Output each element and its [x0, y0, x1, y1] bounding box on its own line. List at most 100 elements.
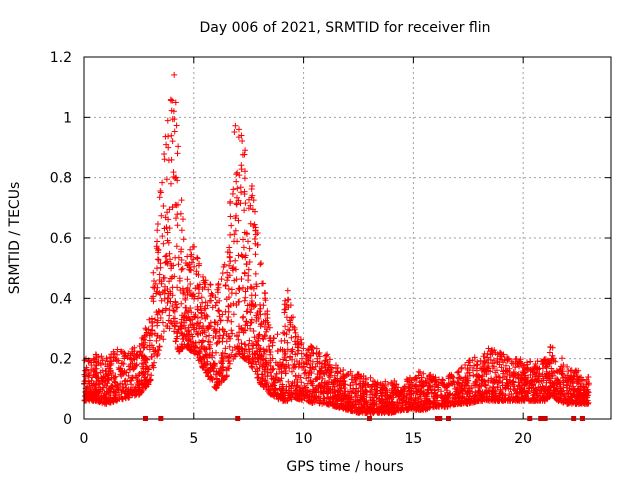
- data-point: [542, 373, 548, 380]
- data-point: [181, 331, 188, 338]
- data-point: [501, 373, 508, 380]
- data-point: [212, 302, 219, 309]
- data-point: [241, 229, 248, 236]
- data-point: [262, 317, 269, 324]
- data-point: [488, 377, 495, 384]
- data-point: [260, 336, 267, 343]
- data-point: [129, 348, 135, 355]
- data-point: [285, 378, 292, 385]
- y-tick-label: 0: [63, 412, 72, 428]
- data-point: [258, 371, 265, 378]
- data-point: [154, 221, 161, 227]
- data-point: [200, 365, 207, 371]
- data-point: [316, 374, 323, 381]
- data-point: [288, 348, 295, 354]
- data-point: [186, 316, 193, 323]
- data-point: [464, 377, 471, 384]
- plot-frame: [83, 56, 612, 420]
- data-point: [119, 360, 126, 367]
- data-point: [455, 375, 462, 382]
- data-point: [333, 365, 339, 372]
- data-point: [310, 350, 317, 357]
- data-point: [277, 386, 284, 393]
- data-point: [179, 285, 186, 292]
- data-point: [293, 358, 300, 365]
- data-point: [514, 397, 521, 404]
- data-point: [165, 157, 172, 164]
- data-point: [303, 375, 310, 382]
- data-point: [420, 401, 427, 408]
- data-point: [227, 231, 234, 238]
- data-point: [502, 385, 509, 392]
- y-axis-label: SRMTID / TECUs: [7, 182, 23, 295]
- data-point: [464, 365, 471, 372]
- data-point: [226, 272, 233, 279]
- data-point: [239, 253, 246, 260]
- data-point: [345, 371, 352, 377]
- data-point: [231, 231, 238, 238]
- data-point: [358, 373, 365, 380]
- data-point: [368, 389, 375, 395]
- grid-lines: [84, 57, 611, 419]
- data-point: [112, 379, 119, 386]
- data-point: [172, 99, 179, 106]
- data-point: [171, 308, 178, 315]
- data-point: [156, 271, 163, 278]
- data-point: [546, 349, 553, 356]
- data-point: [556, 367, 563, 374]
- data-point: [184, 253, 191, 260]
- data-point: [274, 377, 280, 384]
- data-point: [241, 297, 248, 304]
- data-point: [246, 346, 252, 353]
- data-point: [489, 351, 496, 358]
- data-point: [420, 406, 427, 413]
- data-point: [202, 345, 209, 352]
- data-point: [245, 357, 252, 364]
- data-point: [348, 407, 355, 414]
- data-point: [524, 395, 531, 402]
- data-point: [125, 363, 132, 370]
- data-point: [129, 374, 136, 381]
- data-point: [255, 374, 262, 381]
- data-point: [271, 390, 277, 397]
- y-tick-label: 0.4: [50, 291, 72, 307]
- data-point: [529, 376, 536, 383]
- data-point: [187, 305, 194, 311]
- data-point: [228, 290, 235, 297]
- data-point: [375, 405, 381, 412]
- zero-markers: [142, 416, 585, 421]
- data-point: [338, 382, 344, 388]
- data-point: [265, 386, 272, 393]
- data-point: [284, 346, 291, 353]
- data-point: [171, 116, 178, 123]
- data-point: [226, 360, 233, 367]
- data-point: [154, 238, 161, 245]
- data-point: [241, 355, 248, 362]
- data-point: [219, 354, 226, 361]
- data-point: [164, 117, 171, 124]
- data-point: [163, 323, 170, 329]
- data-point: [490, 357, 497, 364]
- data-point: [397, 405, 404, 412]
- data-point: [103, 393, 110, 400]
- data-point: [498, 364, 505, 371]
- data-point: [199, 343, 206, 350]
- data-point: [128, 381, 135, 388]
- data-point: [506, 391, 513, 398]
- data-point: [198, 294, 205, 301]
- data-point: [110, 374, 117, 381]
- data-point: [432, 403, 439, 410]
- data-point: [194, 254, 200, 261]
- data-point: [236, 172, 243, 179]
- data-point: [452, 385, 459, 392]
- data-point: [184, 276, 191, 283]
- data-point: [247, 309, 254, 316]
- data-point: [234, 238, 241, 245]
- data-point: [367, 374, 374, 381]
- data-point: [185, 262, 191, 269]
- data-point: [214, 339, 221, 346]
- data-point: [544, 361, 551, 368]
- data-point: [104, 376, 111, 383]
- data-point: [162, 214, 169, 221]
